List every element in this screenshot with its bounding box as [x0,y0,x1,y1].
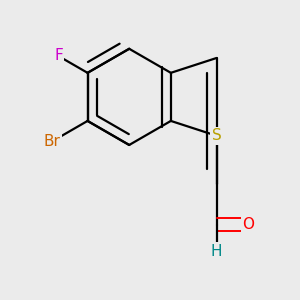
Text: Br: Br [44,134,61,149]
Text: O: O [242,217,254,232]
Text: H: H [211,244,222,259]
Text: S: S [212,128,221,143]
Text: F: F [54,49,63,64]
